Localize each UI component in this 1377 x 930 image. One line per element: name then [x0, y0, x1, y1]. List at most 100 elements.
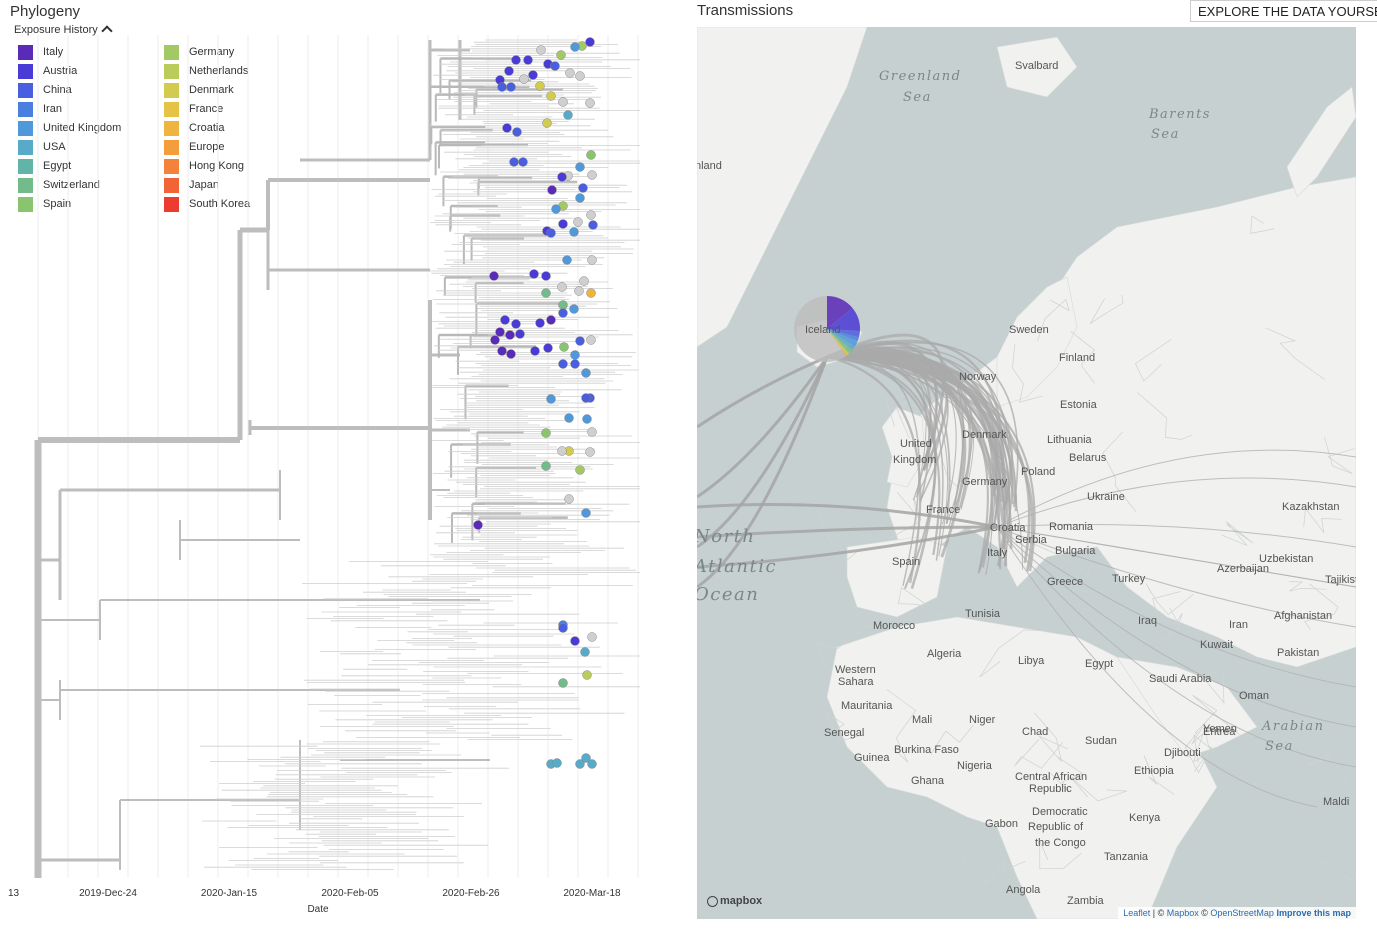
tree-tip[interactable] [506, 349, 516, 359]
tree-tip[interactable] [497, 82, 507, 92]
tree-tip[interactable] [573, 217, 583, 227]
tree-tip[interactable] [570, 42, 580, 52]
tree-tip[interactable] [581, 393, 591, 403]
tree-tip[interactable] [586, 150, 596, 160]
improve-map-link[interactable]: Improve this map [1276, 908, 1351, 918]
tree-tip[interactable] [546, 91, 556, 101]
tree-tip[interactable] [500, 315, 510, 325]
tree-tip[interactable] [558, 300, 568, 310]
tree-tip[interactable] [512, 127, 522, 137]
tree-tip[interactable] [490, 335, 500, 345]
pie-slice[interactable] [827, 329, 859, 342]
tree-tip[interactable] [541, 271, 551, 281]
tree-tip[interactable] [518, 157, 528, 167]
pie-slice[interactable] [827, 329, 853, 353]
tree-tip[interactable] [587, 255, 597, 265]
tree-tip[interactable] [558, 308, 568, 318]
pie-slice[interactable] [827, 329, 860, 338]
tree-tip[interactable] [558, 623, 568, 633]
tree-tip[interactable] [587, 170, 597, 180]
tree-tip[interactable] [546, 315, 556, 325]
tree-tip[interactable] [495, 327, 505, 337]
tree-tips[interactable] [473, 37, 598, 769]
tree-tip[interactable] [557, 172, 567, 182]
tree-tip[interactable] [529, 269, 539, 279]
tree-tip[interactable] [541, 288, 551, 298]
tree-tip[interactable] [519, 74, 529, 84]
tree-tip[interactable] [543, 343, 553, 353]
tree-tip[interactable] [581, 368, 591, 378]
tree-tip[interactable] [574, 286, 584, 296]
tree-tip[interactable] [552, 758, 562, 768]
tree-tip[interactable] [569, 227, 579, 237]
tree-tip[interactable] [575, 336, 585, 346]
pie-slice[interactable] [827, 329, 851, 354]
tree-tip[interactable] [563, 110, 573, 120]
tree-tip[interactable] [528, 70, 538, 80]
tree-tip[interactable] [578, 183, 588, 193]
tree-tip[interactable] [505, 330, 515, 340]
tree-tip[interactable] [588, 220, 598, 230]
tree-tip[interactable] [511, 55, 521, 65]
tree-tip[interactable] [558, 359, 568, 369]
pie-slice[interactable] [827, 296, 853, 329]
tree-tip[interactable] [582, 670, 592, 680]
tree-tip[interactable] [506, 82, 516, 92]
tree-tip[interactable] [551, 204, 561, 214]
tree-tip[interactable] [511, 319, 521, 329]
tree-tip[interactable] [570, 350, 580, 360]
tree-tip[interactable] [575, 759, 585, 769]
pie-slice[interactable] [827, 307, 860, 332]
mapbox-logo[interactable]: mapbox [707, 895, 762, 907]
tree-tip[interactable] [536, 45, 546, 55]
leaflet-link[interactable]: Leaflet [1123, 908, 1151, 918]
tree-tip[interactable] [557, 282, 567, 292]
tree-tip[interactable] [473, 520, 483, 530]
tree-tip[interactable] [585, 37, 595, 47]
tree-tip[interactable] [587, 759, 597, 769]
tree-tip[interactable] [502, 123, 512, 133]
tree-tip[interactable] [558, 219, 568, 229]
tree-tip[interactable] [509, 157, 519, 167]
tree-tip[interactable] [489, 271, 499, 281]
pie-slice[interactable] [827, 329, 849, 356]
tree-tip[interactable] [547, 185, 557, 195]
tree-tip[interactable] [586, 210, 596, 220]
map-canvas[interactable]: Svalbard nland Iceland Sweden Finland Norway E… [697, 27, 1356, 919]
iceland-pie[interactable] [794, 296, 860, 362]
mapbox-link[interactable]: Mapbox [1166, 908, 1199, 918]
tree-tip[interactable] [585, 447, 595, 457]
tree-tip[interactable] [570, 359, 580, 369]
tree-tip[interactable] [580, 647, 590, 657]
phylogeny-tree[interactable]: 2019-Dec-24 2020-Jan-15 2020-Feb-05 2020-Fe… [0, 0, 690, 930]
legend-toggle[interactable]: Exposure History [14, 24, 113, 37]
tree-tip[interactable] [585, 98, 595, 108]
explore-data-button[interactable]: EXPLORE THE DATA YOURSELF [1190, 0, 1377, 22]
tree-tip[interactable] [587, 427, 597, 437]
tree-tip[interactable] [586, 288, 596, 298]
tree-tip[interactable] [579, 276, 589, 286]
tree-tip[interactable] [565, 68, 575, 78]
tree-tip[interactable] [575, 465, 585, 475]
tree-tip[interactable] [575, 193, 585, 203]
tree-tip[interactable] [581, 753, 591, 763]
tree-tip[interactable] [581, 508, 591, 518]
tree-tip[interactable] [557, 446, 567, 456]
pie-slice[interactable] [827, 329, 858, 347]
tree-tip[interactable] [570, 636, 580, 646]
tree-tip[interactable] [523, 55, 533, 65]
tree-tip[interactable] [550, 61, 560, 71]
osm-link[interactable]: OpenStreetMap [1210, 908, 1274, 918]
tree-tip[interactable] [575, 71, 585, 81]
tree-tip[interactable] [497, 346, 507, 356]
tree-tip[interactable] [558, 678, 568, 688]
tree-tip[interactable] [504, 66, 514, 76]
tree-tip[interactable] [556, 50, 566, 60]
tree-tip[interactable] [542, 118, 552, 128]
tree-tip[interactable] [541, 428, 551, 438]
tree-tip[interactable] [564, 413, 574, 423]
tree-tip[interactable] [587, 632, 597, 642]
tree-tip[interactable] [530, 346, 540, 356]
tree-tip[interactable] [541, 461, 551, 471]
tree-tip[interactable] [515, 329, 525, 339]
